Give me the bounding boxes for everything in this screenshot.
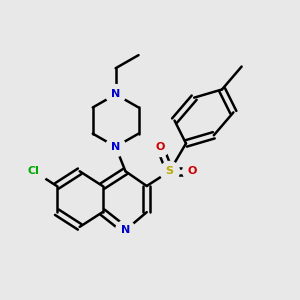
Text: O: O [188,166,197,176]
Circle shape [183,161,202,181]
Circle shape [160,161,179,181]
Text: N: N [111,142,120,152]
Text: O: O [155,142,164,152]
Circle shape [106,137,125,157]
Text: N: N [121,225,130,235]
Circle shape [150,137,170,157]
Text: S: S [166,166,174,176]
Text: N: N [111,89,120,99]
Circle shape [21,158,47,184]
Text: Cl: Cl [28,166,40,176]
Circle shape [116,220,135,240]
Circle shape [106,85,125,104]
